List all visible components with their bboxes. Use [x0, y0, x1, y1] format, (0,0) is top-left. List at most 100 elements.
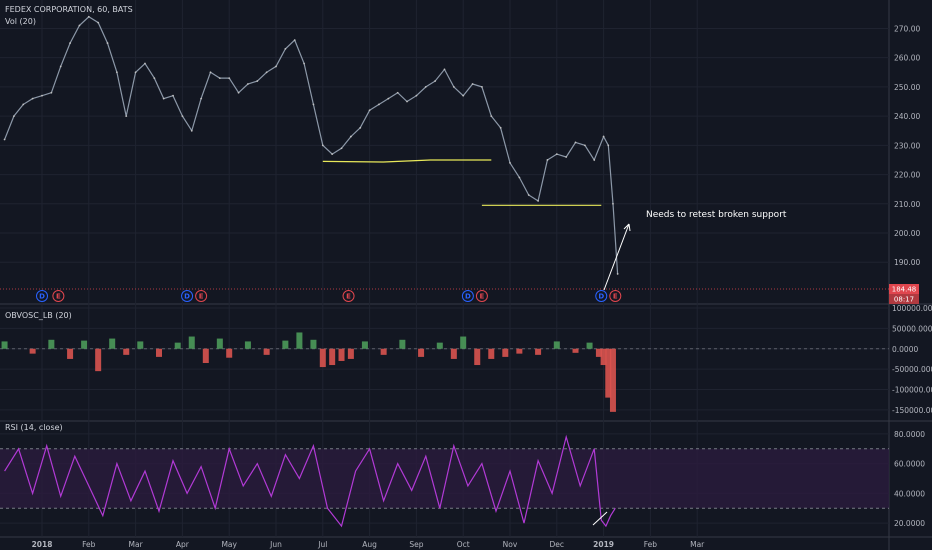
earnings-marker[interactable] [195, 290, 208, 302]
price-point [190, 129, 193, 132]
price-y-tick-label: 250.00 [894, 83, 920, 92]
obv-bar [553, 341, 560, 349]
price-point [368, 109, 371, 112]
obv-y-tick-label: -50000.0000 [892, 365, 932, 374]
x-tick-label: Jun [269, 540, 282, 549]
price-tags: 184.48 08:17 [889, 284, 919, 304]
price-point [574, 141, 577, 144]
annotation-arrow-head [623, 223, 631, 232]
price-point [265, 71, 268, 74]
price-point [41, 94, 43, 97]
obv-y-tick-label: 0.0000 [892, 345, 918, 354]
dividend-marker[interactable] [595, 290, 608, 302]
obv-bar [216, 338, 223, 349]
price-point [565, 156, 568, 158]
price-point [359, 126, 362, 129]
obv-bar [137, 341, 144, 349]
rsi-band [0, 448, 889, 509]
price-point [378, 103, 380, 106]
price-point [612, 202, 614, 205]
rsi-label[interactable]: RSI (14, close) [5, 423, 63, 432]
earnings-marker-label: E [56, 293, 61, 301]
rsi-band-fill [0, 448, 889, 509]
obv-bar [535, 348, 542, 355]
price-point [415, 94, 418, 97]
obv-bars [1, 332, 616, 412]
obv-bar [502, 348, 509, 357]
dividend-marker[interactable] [36, 290, 48, 302]
price-y-tick-label: 270.00 [894, 24, 920, 33]
obv-bar [361, 341, 368, 349]
x-tick-label: Feb [82, 540, 96, 549]
obv-bar [1, 341, 8, 349]
price-point [97, 21, 100, 24]
obv-label[interactable]: OBVOSC_LB (20) [5, 311, 72, 320]
price-point [602, 135, 605, 138]
earnings-marker[interactable] [52, 290, 65, 302]
price-point [50, 91, 53, 94]
obv-bar [109, 338, 116, 349]
obv-bar [572, 348, 579, 353]
annotation: Needs to retest broken support [592, 210, 787, 526]
price-point [218, 77, 221, 80]
x-tick-label: 2019 [593, 540, 614, 549]
obv-bar [174, 342, 181, 349]
obv-y-tick-label: 50000.0000 [892, 324, 932, 333]
chart-title[interactable]: FEDEX CORPORATION, 60, BATS [5, 5, 133, 14]
support-line-support_1 [322, 159, 492, 163]
price-point [3, 138, 6, 141]
price-point [518, 176, 521, 179]
price-point [125, 115, 128, 118]
price-point [607, 144, 610, 147]
obv-bar [347, 348, 354, 359]
x-tick-label: Feb [644, 540, 658, 549]
obv-bar [296, 332, 303, 349]
earnings-marker[interactable] [475, 290, 488, 302]
volume-label[interactable]: Vol (20) [5, 17, 36, 26]
x-tick-label: Apr [176, 540, 190, 549]
axes: 2018 Feb Mar Apr May Jun Jul Aug Sep Oct Nov Dec 201… [32, 24, 932, 549]
obv-bar [380, 348, 387, 355]
x-tick-label: May [221, 540, 237, 549]
price-y-tick-label: 190.00 [894, 258, 920, 267]
obv-bar [450, 348, 457, 359]
obv-bar [263, 348, 270, 355]
dividend-marker[interactable] [181, 290, 194, 302]
price-point [237, 91, 240, 94]
obv-bar [474, 348, 481, 366]
price-point [396, 91, 399, 94]
dividend-marker[interactable] [461, 290, 474, 302]
price-point [499, 126, 502, 129]
price-point [144, 62, 146, 65]
obv-bar [488, 348, 495, 359]
price-point [59, 65, 62, 68]
obv-bar [338, 348, 345, 361]
price-point [583, 144, 586, 147]
obv-bar [310, 339, 317, 349]
obv-bar [226, 348, 233, 358]
support-lines [322, 159, 602, 206]
obv-bar [586, 342, 593, 349]
last-price-text: 184.48 [892, 286, 917, 294]
price-point [331, 153, 334, 156]
earnings-marker-label: E [480, 293, 485, 301]
obv-bar [418, 348, 425, 357]
dividend-marker-label: D [465, 293, 471, 301]
obv-y-tick-label: -100000.0000 [892, 385, 932, 394]
price-point [31, 97, 34, 100]
obv-bar [156, 348, 162, 357]
price-series-line [4, 16, 619, 274]
earnings-marker[interactable] [609, 290, 622, 302]
price-point [443, 68, 446, 71]
price-point [87, 15, 90, 18]
obv-bar [609, 348, 616, 412]
obv-bar [244, 341, 251, 349]
countdown-text: 08:17 [894, 296, 914, 304]
price-point [200, 97, 203, 100]
price-point [115, 71, 118, 74]
price-point [471, 83, 474, 85]
earnings-marker[interactable] [342, 290, 355, 302]
earnings-marker-label: E [346, 293, 351, 301]
